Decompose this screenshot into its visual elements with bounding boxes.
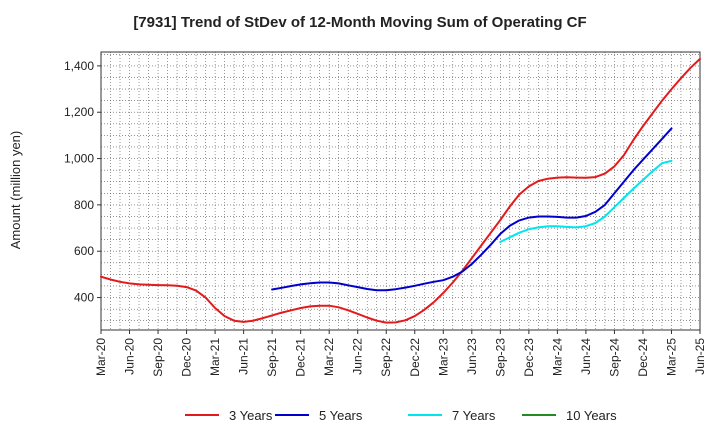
x-tick-label: Dec-23 [522,338,536,377]
x-tick-label: Dec-24 [636,338,650,377]
y-tick-label: 800 [74,198,94,212]
x-tick-label: Jun-23 [465,338,479,375]
series-layer [100,57,701,324]
legend-swatch [522,414,556,416]
legend-label: 10 Years [566,407,617,423]
x-tick-label: Mar-24 [550,338,564,376]
x-tick-label: Jun-25 [693,338,707,375]
x-tick-label: Dec-22 [408,338,422,377]
legend-item: 3 Years [185,406,272,424]
x-tick-label: Mar-22 [322,338,336,376]
chart-title: [7931] Trend of StDev of 12-Month Moving… [133,14,587,31]
legend-label: 3 Years [229,407,273,423]
legend-item: 10 Years [522,406,617,424]
plot-frame [100,51,701,331]
x-tick-label: Jun-20 [123,338,137,375]
legend-swatch [275,414,309,416]
y-tick-label: 1,400 [64,59,94,73]
x-tick-label: Mar-23 [436,338,450,376]
legend-label: 5 Years [319,407,363,423]
y-tick-label: 600 [74,244,94,258]
x-tick-label: Jun-22 [351,338,365,375]
y-tick-label: 400 [74,291,94,305]
legend-item: 5 Years [275,406,362,424]
series-line-3-years [100,57,701,324]
axis-layer [100,51,701,331]
x-tick-label: Sep-21 [265,338,279,377]
x-tick-label: Jun-24 [579,338,593,375]
y-axis-label: Amount (million yen) [8,131,23,250]
legend-swatch [408,414,442,416]
y-tick-label: 1,000 [64,152,94,166]
legend-swatch [185,414,219,416]
chart-legend: 3 Years 5 Years 7 Years 10 Years [0,406,720,424]
x-tick-label: Jun-21 [237,338,251,375]
legend-label: 7 Years [452,407,496,423]
x-tick-label: Sep-22 [379,338,393,377]
x-tick-label: Mar-25 [664,338,678,376]
y-tick-label: 1,200 [64,105,94,119]
grid-layer [100,52,701,330]
x-tick-label: Sep-23 [493,338,507,377]
legend-item: 7 Years [408,406,495,424]
x-tick-label: Dec-20 [180,338,194,377]
x-tick-label: Sep-20 [151,338,165,377]
series-line-7-years [499,159,673,243]
x-tick-label: Dec-21 [294,338,308,377]
series-line-5-years [271,127,673,292]
x-tick-label: Mar-21 [208,338,222,376]
tick-layer: 400 600 800 1,000 1,200 1,400 Mar-20 Jun-20 Sep-… [64,59,707,377]
x-tick-label: Mar-20 [94,338,108,376]
x-tick-label: Sep-24 [607,338,621,377]
